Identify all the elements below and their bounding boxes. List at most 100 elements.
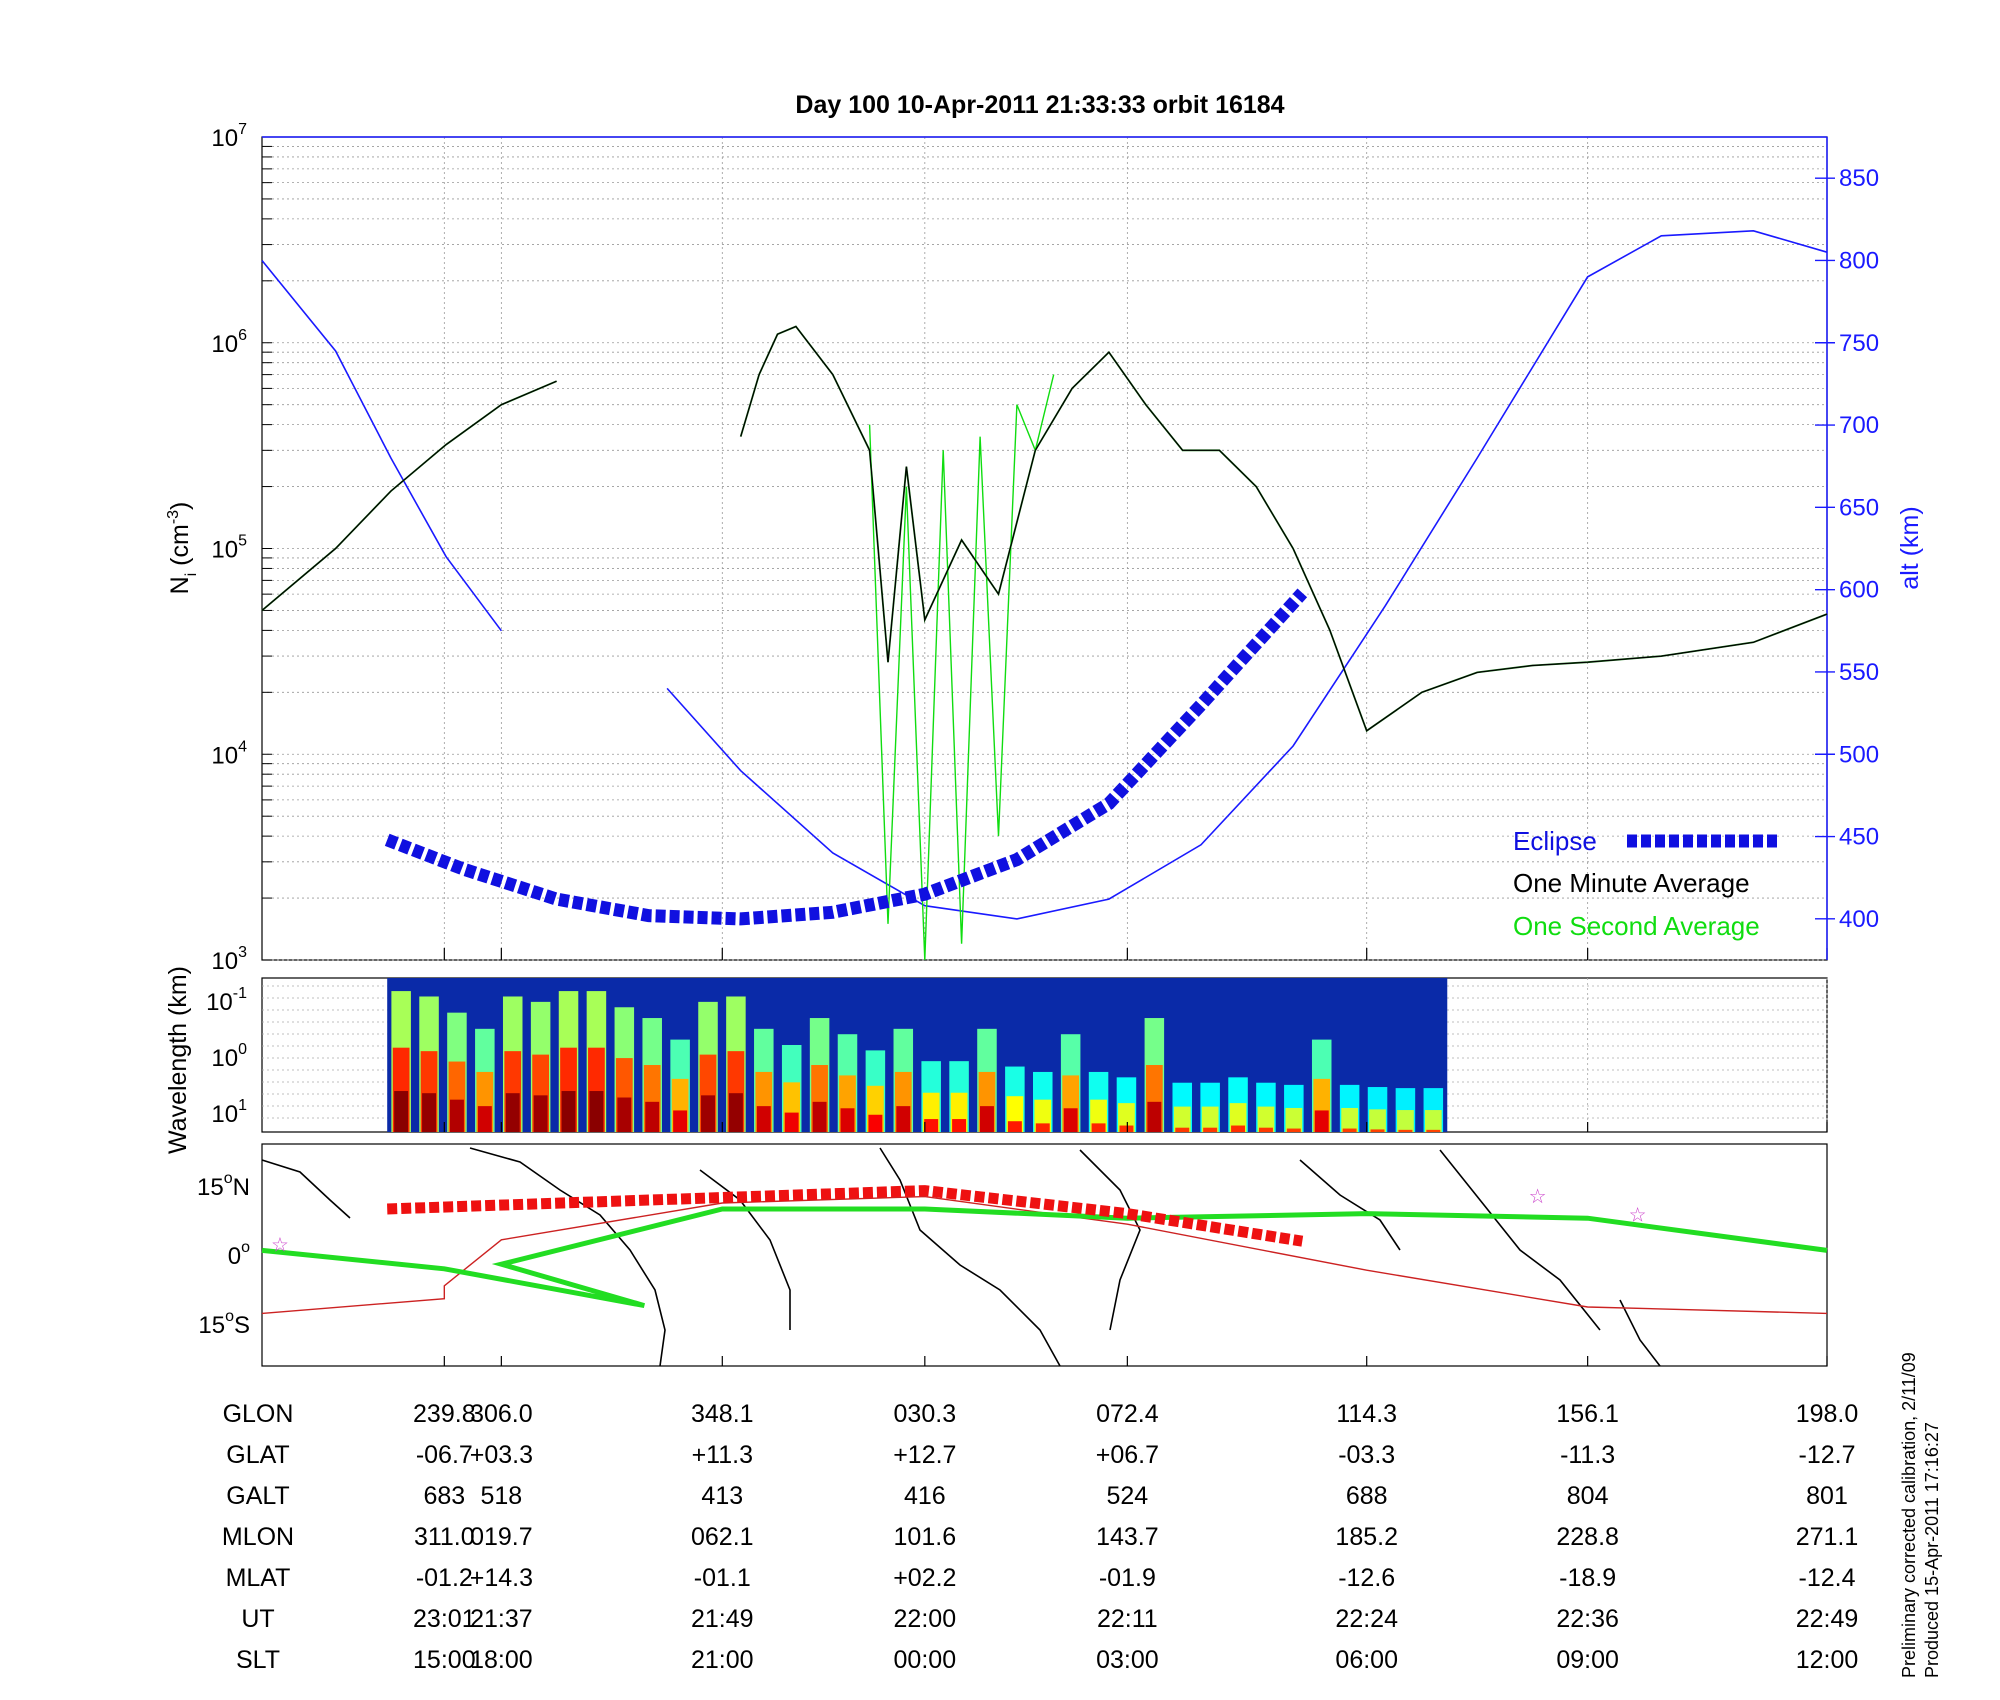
spec-column-mid xyxy=(1118,1103,1135,1132)
lat-hemisphere: S xyxy=(234,1312,250,1339)
spec-column-low xyxy=(505,1093,520,1132)
table-cell: 688 xyxy=(1346,1482,1388,1510)
table-cell: 00:00 xyxy=(894,1646,957,1674)
tick-base: 10 xyxy=(211,1045,238,1072)
table-cell: 019.7 xyxy=(470,1523,533,1551)
tick-exp: -1 xyxy=(233,985,247,1002)
spec-column-low xyxy=(896,1106,911,1132)
alt-tick-label: 500 xyxy=(1839,741,1879,768)
table-cell: 23:01 xyxy=(413,1605,476,1633)
wavelength-tick-label: 100 xyxy=(211,1041,247,1072)
spec-column-low xyxy=(701,1095,715,1132)
alt-tick-label: 400 xyxy=(1839,906,1879,933)
table-cell: 22:49 xyxy=(1796,1605,1859,1633)
spec-column-low xyxy=(1007,1121,1022,1132)
spec-column-low xyxy=(812,1101,827,1132)
alt-tick-label: 750 xyxy=(1839,330,1879,357)
spectrogram-heatmap xyxy=(387,978,1448,1132)
one-minute-average-line xyxy=(261,325,1828,732)
calibration-note: Preliminary corrected calibration, 2/11/… xyxy=(1899,1352,1919,1678)
table-cell: 15:00 xyxy=(413,1646,476,1674)
table-cell: 12:00 xyxy=(1796,1646,1859,1674)
right-axis-label: alt (km) xyxy=(1896,506,1924,589)
spec-column-low xyxy=(1091,1123,1106,1132)
table-cell: 239.8 xyxy=(413,1400,476,1428)
y-tick-exp: 4 xyxy=(238,738,247,755)
y-tick-exp: 7 xyxy=(238,121,247,138)
lat-tick-label: 0o xyxy=(228,1239,250,1270)
spec-column-mid xyxy=(1424,1110,1442,1132)
spec-column-low xyxy=(561,1091,576,1132)
spec-column-mid xyxy=(1173,1106,1191,1132)
spec-column-low xyxy=(1035,1123,1050,1132)
table-cell: 22:36 xyxy=(1556,1605,1619,1633)
spec-column-mid xyxy=(1201,1106,1219,1132)
table-cell: +14.3 xyxy=(470,1564,533,1592)
table-cell: 804 xyxy=(1567,1482,1609,1510)
spec-column-low xyxy=(589,1091,604,1132)
spec-column-low xyxy=(1342,1128,1357,1132)
spec-column-low xyxy=(952,1119,967,1132)
coastline xyxy=(879,1147,1061,1367)
spec-column-low xyxy=(868,1114,883,1132)
chart-title: Day 100 10-Apr-2011 21:33:33 orbit 16184 xyxy=(795,91,1284,119)
legend-second-label: One Second Average xyxy=(1513,911,1760,941)
spec-column-low xyxy=(1370,1129,1385,1132)
table-cell: 801 xyxy=(1806,1482,1848,1510)
degree-mark: o xyxy=(224,1170,233,1187)
alt-tick-label: 550 xyxy=(1839,659,1879,686)
table-cell: 114.3 xyxy=(1336,1400,1397,1428)
lat-value: 15 xyxy=(197,1174,224,1201)
spec-column-low xyxy=(924,1119,939,1132)
alt-tick-label: 800 xyxy=(1839,247,1879,274)
table-row-label: UT xyxy=(241,1605,274,1633)
y-tick-base: 10 xyxy=(211,948,238,975)
table-row-label: GALT xyxy=(226,1482,289,1510)
star-marker: ☆ xyxy=(1529,1186,1547,1208)
spec-column-low xyxy=(617,1097,632,1132)
table-cell: -11.3 xyxy=(1560,1441,1615,1469)
spec-column-low xyxy=(1175,1127,1190,1132)
table-cell: 21:37 xyxy=(470,1605,533,1633)
y-tick-base: 10 xyxy=(211,537,238,564)
table-cell: 306.0 xyxy=(470,1400,533,1428)
spec-column-low xyxy=(422,1093,437,1132)
lat-tick-label: 15oN xyxy=(197,1170,250,1201)
alt-tick-label: 650 xyxy=(1839,494,1879,521)
table-cell: 072.4 xyxy=(1096,1400,1159,1428)
y-tick-base: 10 xyxy=(211,125,238,152)
alt-tick-label: 600 xyxy=(1839,577,1879,604)
table-cell: 09:00 xyxy=(1556,1646,1619,1674)
spec-column-low xyxy=(1286,1128,1301,1132)
table-cell: 413 xyxy=(701,1482,743,1510)
coastline xyxy=(469,1147,666,1367)
table-cell: -12.7 xyxy=(1799,1441,1856,1469)
y-tick-label: 107 xyxy=(211,121,247,152)
table-row-label: MLON xyxy=(222,1523,294,1551)
spec-column-low xyxy=(673,1110,688,1132)
table-cell: 03:00 xyxy=(1096,1646,1159,1674)
eclipse-track-line xyxy=(387,1185,1304,1247)
table-cell: -12.4 xyxy=(1799,1564,1856,1592)
spec-column-low xyxy=(979,1106,994,1132)
table-cell: 22:11 xyxy=(1097,1605,1158,1633)
y-tick-label: 104 xyxy=(211,738,247,769)
spec-column-mid xyxy=(1369,1109,1386,1132)
table-cell: 101.6 xyxy=(894,1523,957,1551)
table-cell: 348.1 xyxy=(691,1400,754,1428)
y-tick-base: 10 xyxy=(211,742,238,769)
table-cell: 271.1 xyxy=(1796,1523,1859,1551)
one-second-average-line xyxy=(868,374,1055,961)
coastline xyxy=(1439,1149,1601,1331)
tick-exp: 0 xyxy=(238,1041,247,1058)
table-cell: 22:24 xyxy=(1335,1605,1398,1633)
lat-tick-label: 15oS xyxy=(198,1308,250,1339)
table-cell: -01.9 xyxy=(1099,1564,1156,1592)
spec-column-mid xyxy=(1285,1107,1303,1132)
degree-mark: o xyxy=(225,1308,234,1325)
table-row-label: GLON xyxy=(223,1400,294,1428)
